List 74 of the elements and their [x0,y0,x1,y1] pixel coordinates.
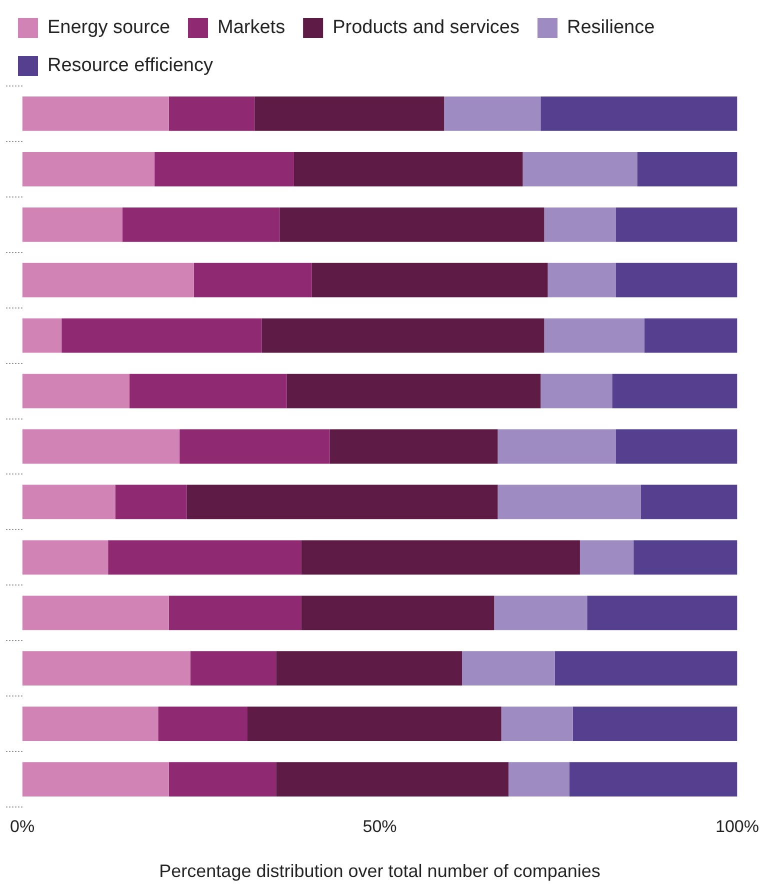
bar [544,207,616,242]
bar [587,596,738,630]
bar [22,96,169,131]
legend-label: Markets [218,17,286,38]
bar [186,484,498,520]
bar [522,152,638,186]
bar [330,429,498,464]
bar [501,706,573,741]
x-tick-label: 100% [716,816,759,836]
bar [248,706,502,741]
bar [22,596,169,630]
bar [494,596,588,630]
bar [498,429,616,464]
bar [22,540,108,575]
bar [572,706,738,741]
bar [540,96,738,131]
bar [168,596,302,630]
bar [301,596,494,630]
bar [22,429,180,464]
bar [254,96,444,131]
bar [508,762,570,796]
bar [22,374,130,408]
bar [312,262,548,298]
bar [158,706,248,741]
bar [444,96,541,131]
bar [544,318,644,353]
bar [130,374,287,408]
bar [22,706,158,741]
x-tick-label: 0% [10,816,35,836]
legend-label: Resilience [566,17,655,38]
bar [262,318,544,353]
legend-label: Energy source [48,17,170,38]
bar [280,207,544,242]
bar [168,762,276,796]
bar [612,374,738,408]
x-axis-title: Percentage distribution over total number of companies [159,861,600,882]
bar [122,207,280,242]
legend-label: Resource efficiency [48,55,214,76]
bar [580,540,634,575]
bar [294,152,523,186]
bar [22,207,122,242]
bar [616,429,738,464]
bar [108,540,302,575]
bar [616,207,738,242]
bar [616,262,738,298]
bar [637,152,738,186]
bar [640,484,738,520]
bar [62,318,262,353]
bar [644,318,738,353]
bar [554,651,738,686]
legend-label: Products and services [332,17,520,38]
bar [286,374,541,408]
bar [569,762,738,796]
bar [276,651,462,686]
bar [22,762,169,796]
bar [194,262,312,298]
bar [115,484,187,520]
bar [22,262,194,298]
bar [540,374,612,408]
bar [180,429,330,464]
bar [22,484,116,520]
bar [22,651,190,686]
bar [548,262,616,298]
bar [22,318,62,353]
bar [168,96,255,131]
x-tick-label: 50% [362,816,397,836]
bar [498,484,641,520]
bar [154,152,294,186]
bar [462,651,555,686]
bar [301,540,580,575]
bar [22,152,155,186]
bar [276,762,508,796]
bar [634,540,738,575]
bar [190,651,276,686]
